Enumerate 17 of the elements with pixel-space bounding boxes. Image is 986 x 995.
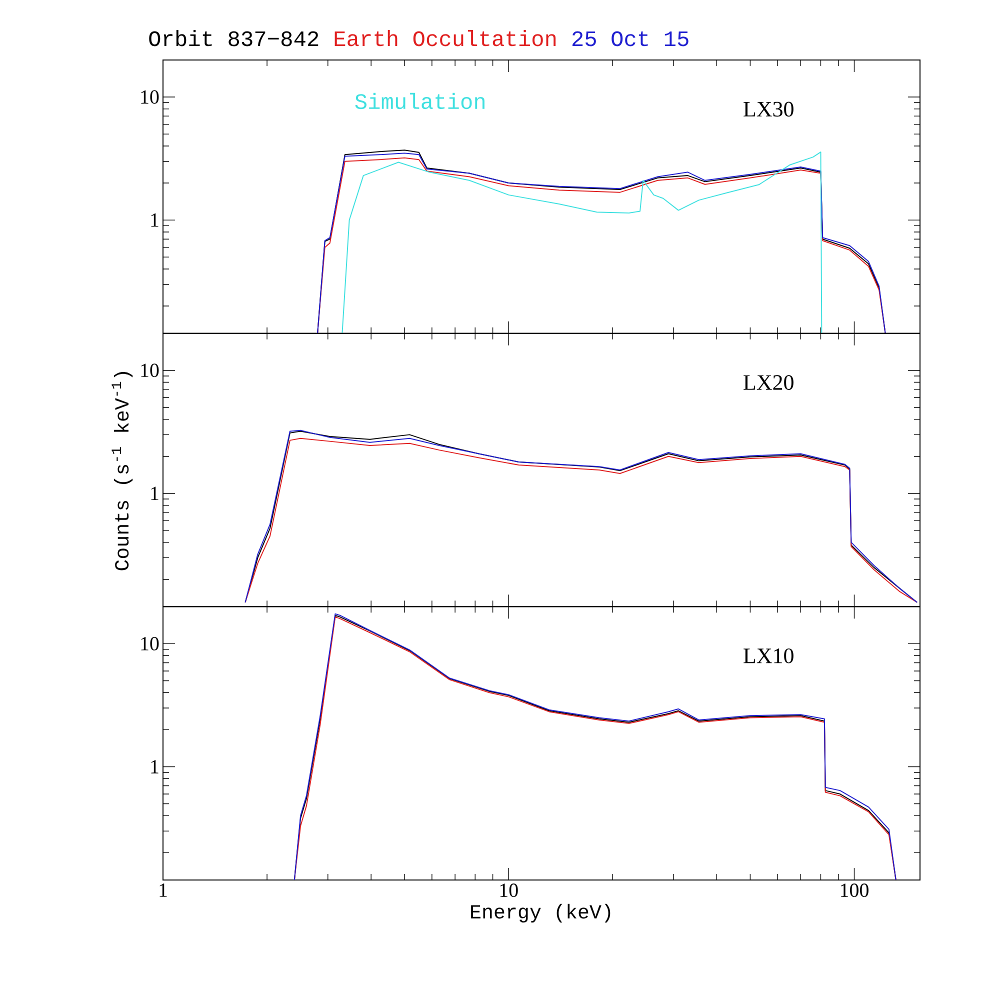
text: 25 Oct 15	[572, 31, 688, 46]
x-axis-title: Energy (keV)	[471, 904, 610, 923]
y-tick-label: 10	[141, 636, 159, 650]
y-tick-label: 1	[151, 213, 158, 227]
x-tick-label: 100	[840, 884, 868, 898]
annotation: LX20	[744, 375, 794, 390]
y-tick-label: 10	[141, 90, 159, 104]
annotation: LX10	[744, 648, 794, 664]
annotation: LX30	[744, 102, 794, 117]
y-tick-label: 10	[141, 364, 159, 378]
text: Simulation	[355, 92, 484, 110]
y-tick-label: 1	[151, 760, 158, 774]
text: Orbit 837−842	[149, 30, 318, 46]
text: Earth Occultation	[334, 30, 556, 46]
y-axis-title: Counts (s$^{-1}$ keV$^{-1}$)	[112, 372, 133, 570]
y-tick-label: 1	[151, 486, 158, 500]
x-tick-label: 10	[500, 884, 518, 898]
